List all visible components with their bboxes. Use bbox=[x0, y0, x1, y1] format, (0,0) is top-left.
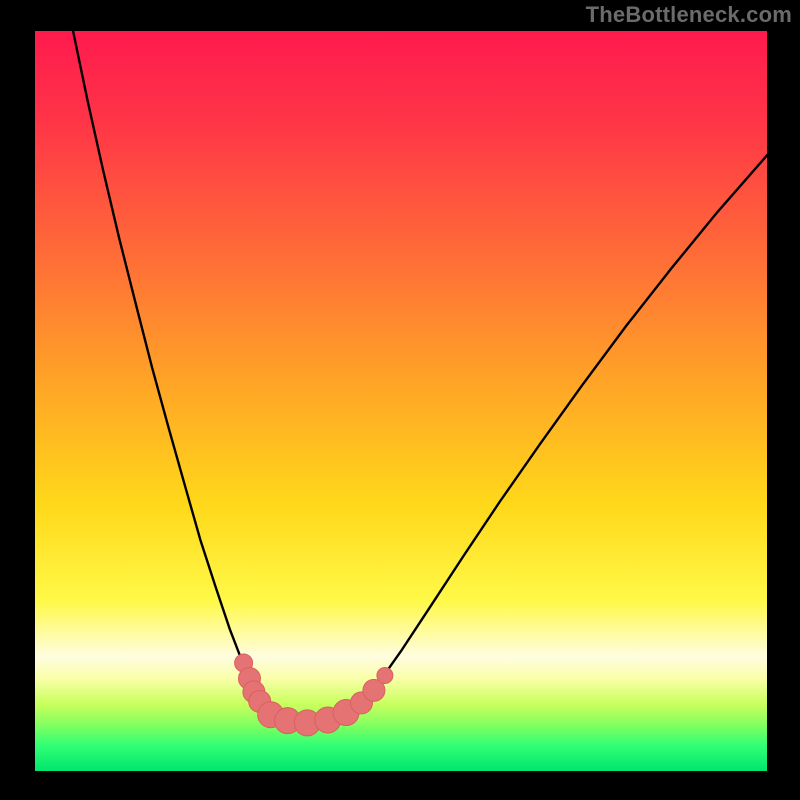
plot-area bbox=[35, 31, 767, 771]
curve-right bbox=[363, 155, 767, 703]
data-marker bbox=[377, 668, 393, 684]
curve-left bbox=[73, 31, 261, 703]
chart-frame: TheBottleneck.com bbox=[0, 0, 800, 800]
chart-overlay bbox=[35, 31, 767, 771]
watermark-text: TheBottleneck.com bbox=[586, 2, 792, 28]
